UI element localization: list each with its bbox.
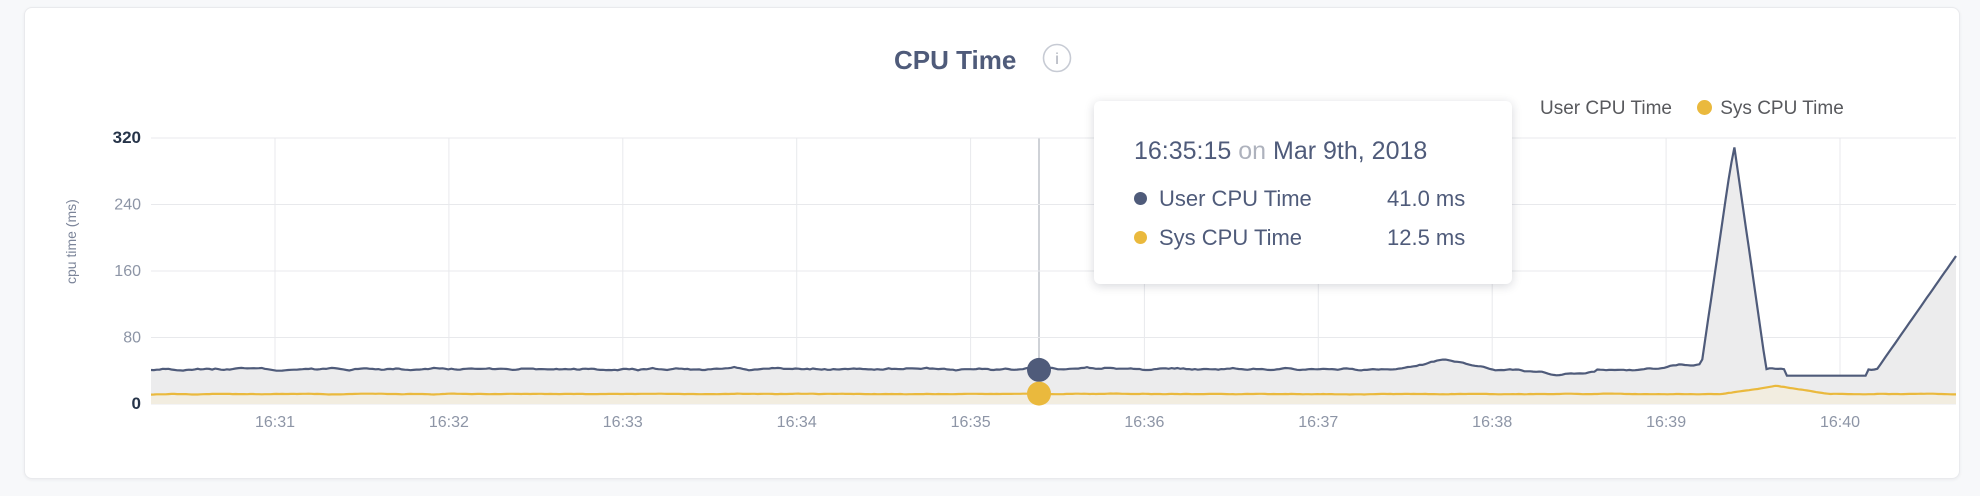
svg-text:80: 80 [123, 330, 141, 347]
svg-text:16:31: 16:31 [255, 414, 295, 431]
svg-text:320: 320 [113, 128, 141, 147]
svg-text:16:39: 16:39 [1646, 414, 1686, 431]
svg-text:16:34: 16:34 [777, 414, 817, 431]
svg-text:16:36: 16:36 [1124, 414, 1164, 431]
svg-text:i: i [1055, 51, 1059, 68]
svg-text:16:37: 16:37 [1298, 414, 1338, 431]
svg-text:16:32: 16:32 [429, 414, 469, 431]
svg-text:16:35: 16:35 [951, 414, 991, 431]
svg-text:16:40: 16:40 [1820, 414, 1860, 431]
svg-text:0: 0 [132, 394, 141, 413]
svg-text:240: 240 [114, 197, 141, 214]
svg-text:16:38: 16:38 [1472, 414, 1512, 431]
svg-text:16:33: 16:33 [603, 414, 643, 431]
svg-text:160: 160 [114, 263, 141, 280]
